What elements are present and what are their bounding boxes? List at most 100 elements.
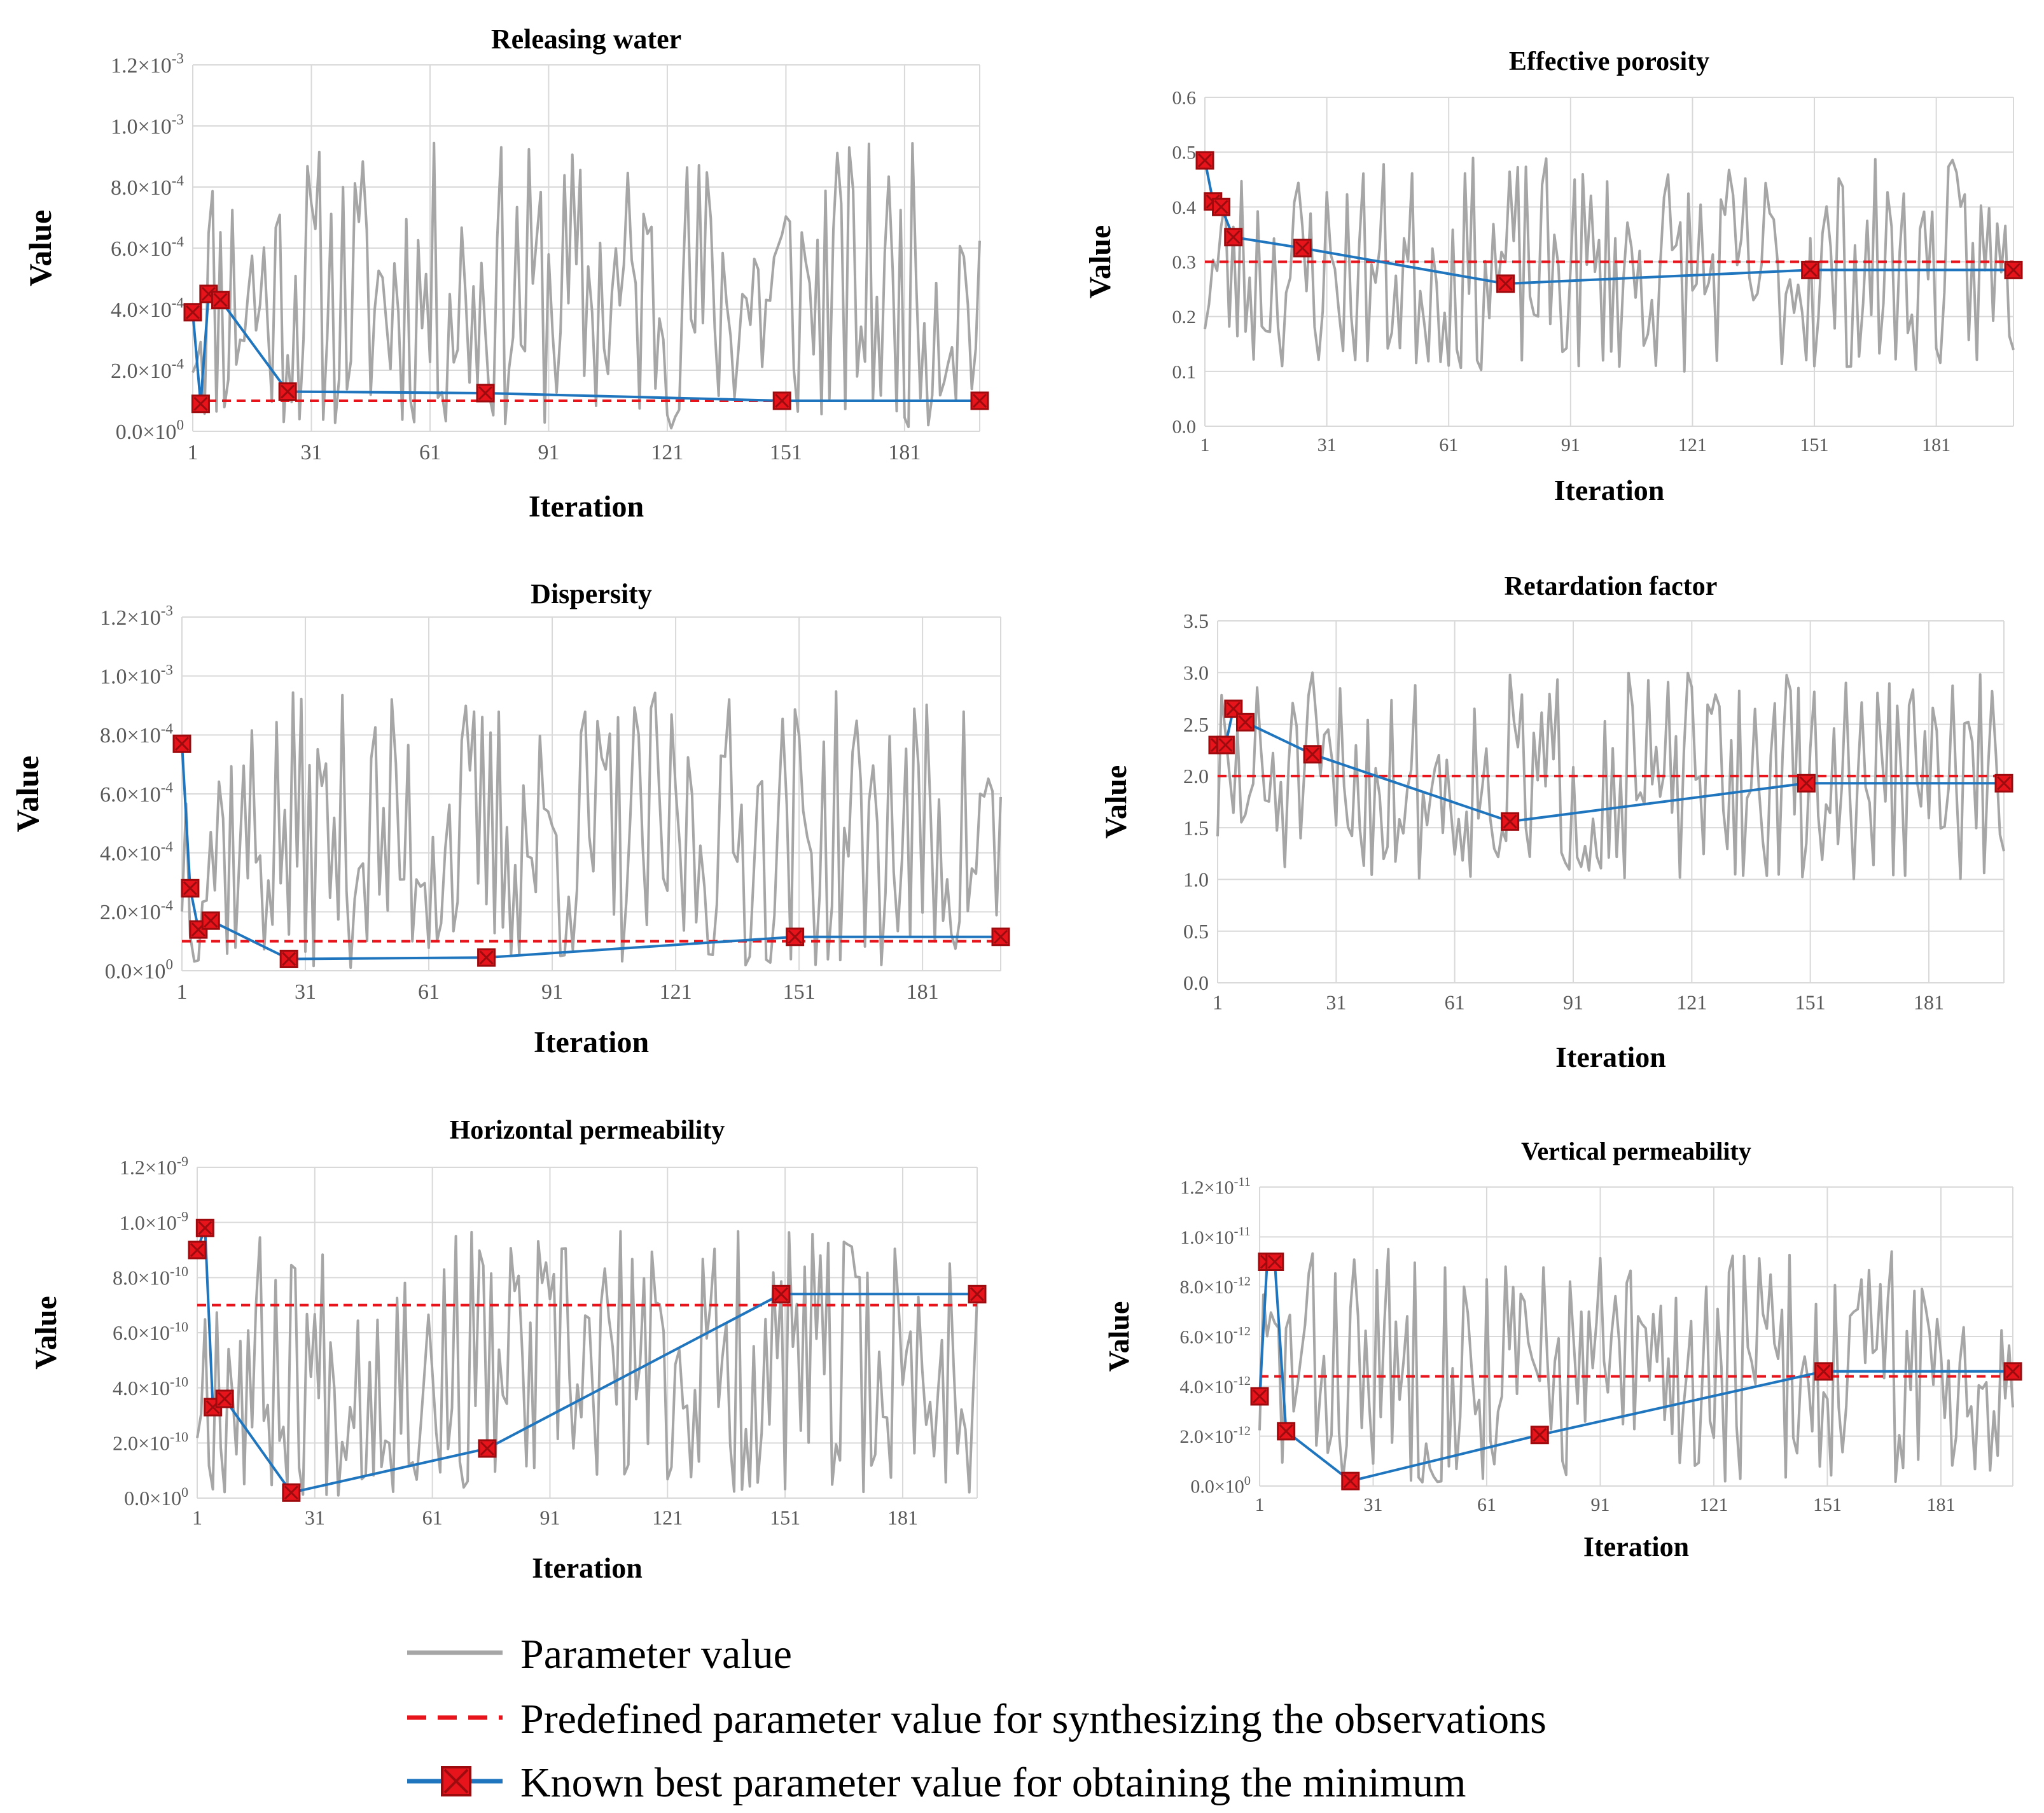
x-tick-label: 1 xyxy=(188,441,198,464)
x-tick-label: 31 xyxy=(1326,991,1346,1014)
chart-effective-porosity: Effective porosity 0.0 0.1 0.2 0.3 0.4 0.5 0.6 1… xyxy=(1083,47,2023,506)
x-tick-label: 91 xyxy=(538,441,559,464)
x-tick-label: 151 xyxy=(1795,991,1826,1014)
x-tick-label: 151 xyxy=(770,441,802,464)
best-marker xyxy=(476,384,495,403)
y-tick-label: 0.0 xyxy=(1172,417,1197,438)
best-marker-cross xyxy=(774,1287,789,1302)
y-tick-label: 2.0×10-4 xyxy=(111,356,184,383)
x-tick-label: 31 xyxy=(305,1506,325,1529)
x-tick-label: 181 xyxy=(1914,991,1944,1014)
best-marker-cross xyxy=(1218,738,1233,753)
x-tick-label: 121 xyxy=(660,980,692,1004)
series-parameter-value xyxy=(1204,156,2015,373)
y-tick-label: 2.0×10-10 xyxy=(113,1429,188,1454)
legend-best-marker xyxy=(441,1766,471,1796)
best-marker xyxy=(1195,151,1214,170)
best-marker-cross xyxy=(193,396,208,411)
x-tick-label: 151 xyxy=(770,1506,800,1529)
series-parameter-value xyxy=(196,1230,978,1497)
y-tick-label: 8.0×10-4 xyxy=(111,173,184,200)
x-tick-label: 1 xyxy=(177,980,188,1004)
x-tick-label: 61 xyxy=(1439,434,1458,455)
x-axis-label: Iteration xyxy=(532,1552,643,1584)
best-marker-cross xyxy=(1503,814,1517,829)
y-tick-label: 8.0×10-10 xyxy=(113,1264,188,1289)
y-tick-label: 0.2 xyxy=(1172,307,1197,328)
y-tick-label: 4.0×10-12 xyxy=(1179,1374,1251,1398)
x-tick-label: 151 xyxy=(1800,434,1829,455)
best-marker xyxy=(1341,1471,1360,1490)
best-marker xyxy=(278,382,297,401)
chart-panels: Releasing water 0.0×100 2.0×10-4 4.0×10-4 6.… xyxy=(10,24,2023,1584)
best-marker-cross xyxy=(281,384,295,399)
x-tick-label: 91 xyxy=(1590,1494,1609,1515)
best-marker-cross xyxy=(479,950,494,965)
best-marker xyxy=(191,394,210,413)
y-tick-label: 1.2×10-9 xyxy=(120,1154,188,1179)
x-tick-label: 181 xyxy=(888,441,921,464)
best-marker-cross xyxy=(284,1485,298,1500)
x-tick-label: 91 xyxy=(1561,434,1580,455)
y-axis-label: Value xyxy=(29,1296,63,1370)
best-marker xyxy=(1235,712,1255,732)
chart-title: Dispersity xyxy=(531,578,652,609)
y-tick-label: 2.0 xyxy=(1183,765,1209,788)
y-tick-label: 0.0×100 xyxy=(1190,1474,1251,1497)
x-tick-label: 61 xyxy=(1445,991,1465,1014)
best-marker xyxy=(1224,228,1243,247)
chart-releasing-water: Releasing water 0.0×100 2.0×10-4 4.0×10-4 6.… xyxy=(22,24,989,524)
best-marker-cross xyxy=(478,386,493,401)
best-marker xyxy=(1814,1362,1833,1381)
y-tick-label: 0.6 xyxy=(1172,88,1197,109)
y-tick-label: 2.0×10-12 xyxy=(1179,1424,1251,1448)
chart-vertical-permeability: Vertical permeability 0.0×100 2.0×10-12 4.0… xyxy=(1102,1137,2022,1562)
x-tick-label: 61 xyxy=(418,980,440,1004)
best-marker xyxy=(1250,1387,1269,1406)
best-marker-cross xyxy=(201,286,216,302)
y-tick-label: 1.5 xyxy=(1183,816,1209,839)
y-tick-label: 6.0×10-4 xyxy=(111,234,184,261)
x-tick-label: 1 xyxy=(1213,991,1223,1014)
best-marker xyxy=(772,391,791,410)
y-tick-label: 0.5 xyxy=(1172,142,1197,163)
y-tick-label: 1.2×10-3 xyxy=(100,603,173,630)
chart-dispersity: Dispersity 0.0×100 2.0×10-4 4.0×10-4 6.0×10-… xyxy=(10,578,1010,1059)
x-tick-label: 181 xyxy=(907,980,939,1004)
y-tick-label: 0.1 xyxy=(1172,361,1197,382)
best-marker xyxy=(211,291,230,310)
y-tick-label: 1.2×10-3 xyxy=(111,51,184,78)
best-marker xyxy=(1293,239,1312,258)
best-marker xyxy=(478,1439,497,1458)
best-marker xyxy=(477,948,496,967)
chart-title: Horizontal permeability xyxy=(450,1116,725,1145)
best-marker xyxy=(1212,197,1231,216)
best-marker xyxy=(1797,774,1816,793)
best-marker xyxy=(2004,260,2023,279)
x-tick-label: 91 xyxy=(539,1506,560,1529)
best-marker-cross xyxy=(1816,1364,1831,1379)
best-marker xyxy=(279,949,298,968)
best-marker-cross xyxy=(198,1221,212,1235)
best-marker-cross xyxy=(1343,1474,1358,1489)
best-marker xyxy=(968,1284,987,1303)
best-marker-cross xyxy=(972,393,987,408)
legend-predef-label: Predefined parameter value for synthesiz… xyxy=(520,1696,1547,1742)
y-axis-label: Value xyxy=(10,756,45,832)
best-marker xyxy=(2003,1362,2022,1381)
y-axis-label: Value xyxy=(22,210,58,286)
best-marker xyxy=(991,927,1010,947)
x-tick-label: 1 xyxy=(1200,434,1210,455)
y-tick-label: 1.0 xyxy=(1183,868,1209,891)
y-tick-label: 1.0×10-3 xyxy=(100,662,173,688)
best-marker-cross xyxy=(970,1287,985,1302)
best-marker xyxy=(1277,1422,1296,1441)
best-marker-cross xyxy=(2006,263,2021,277)
chart-title: Vertical permeability xyxy=(1521,1137,1751,1165)
best-marker-cross xyxy=(1197,153,1213,168)
best-marker-cross xyxy=(213,293,228,307)
series-known-best xyxy=(191,293,980,405)
chart-horizontal-permeability: Horizontal permeability 0.0×100 2.0×10-10 4… xyxy=(29,1116,987,1584)
x-tick-label: 31 xyxy=(1317,434,1337,455)
